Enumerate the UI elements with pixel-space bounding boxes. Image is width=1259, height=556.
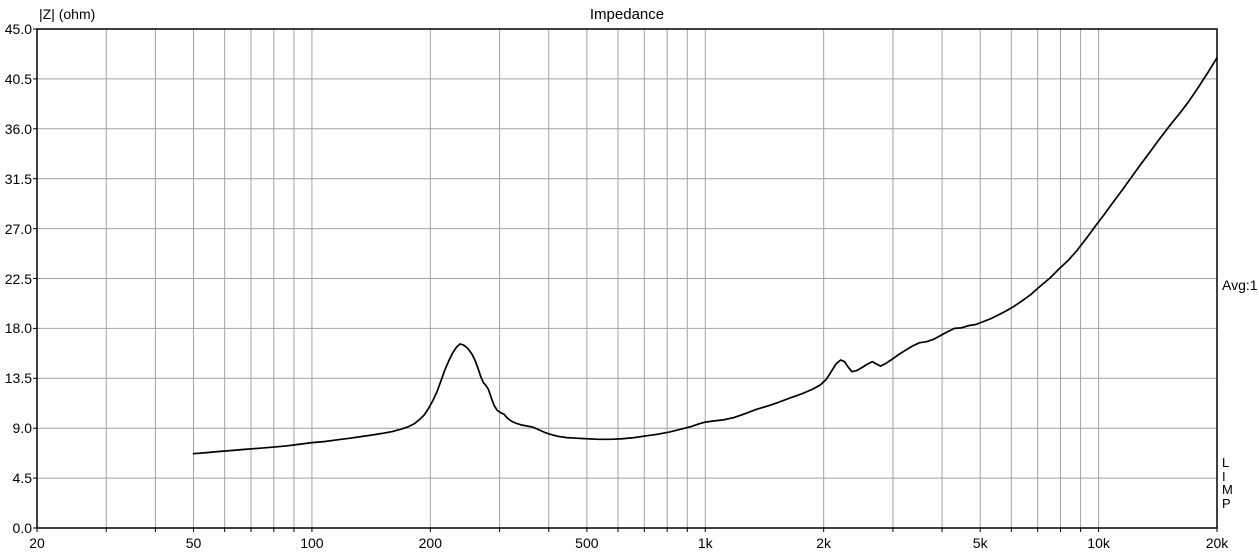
y-tick-label: 45.0 xyxy=(4,21,32,37)
branding-letter: M xyxy=(1222,482,1233,497)
y-tick-label: 9.0 xyxy=(12,420,32,437)
x-tick-label: 5k xyxy=(972,535,988,551)
x-tick-label: 200 xyxy=(418,535,442,551)
limp-branding-vertical: L I M P xyxy=(1222,456,1233,510)
branding-letter: I xyxy=(1222,468,1226,484)
x-tick-label: 20 xyxy=(29,535,45,551)
y-tick-label: 4.5 xyxy=(12,470,32,487)
y-tick-label: 13.5 xyxy=(4,370,32,387)
y-tick-label: 18.0 xyxy=(4,320,32,337)
chart-title: Impedance xyxy=(589,6,665,23)
average-count-label: Avg:1 xyxy=(1222,277,1258,293)
y-tick-label: 31.5 xyxy=(4,170,32,187)
y-tick-label: 36.0 xyxy=(4,120,32,137)
x-tick-label: 10k xyxy=(1087,535,1110,551)
impedance-curve xyxy=(192,56,1218,455)
branding-letter: P xyxy=(1222,495,1231,511)
y-tick-label: 40.5 xyxy=(4,70,32,87)
branding-letter: L xyxy=(1222,455,1230,470)
y-axis-label: |Z| (ohm) xyxy=(39,6,96,22)
x-tick-label: 100 xyxy=(300,535,324,551)
y-tick-label: 22.5 xyxy=(4,270,32,287)
plot-border xyxy=(36,28,1218,529)
y-tick-label: 27.0 xyxy=(4,220,32,237)
x-tick-label: 2k xyxy=(816,535,832,551)
x-tick-label: 50 xyxy=(185,535,202,551)
x-tick-label: 500 xyxy=(575,535,599,551)
y-tick-label: 0.0 xyxy=(12,520,32,536)
x-tick-label: 20k xyxy=(1205,535,1229,551)
x-tick-label: 1k xyxy=(697,535,713,551)
